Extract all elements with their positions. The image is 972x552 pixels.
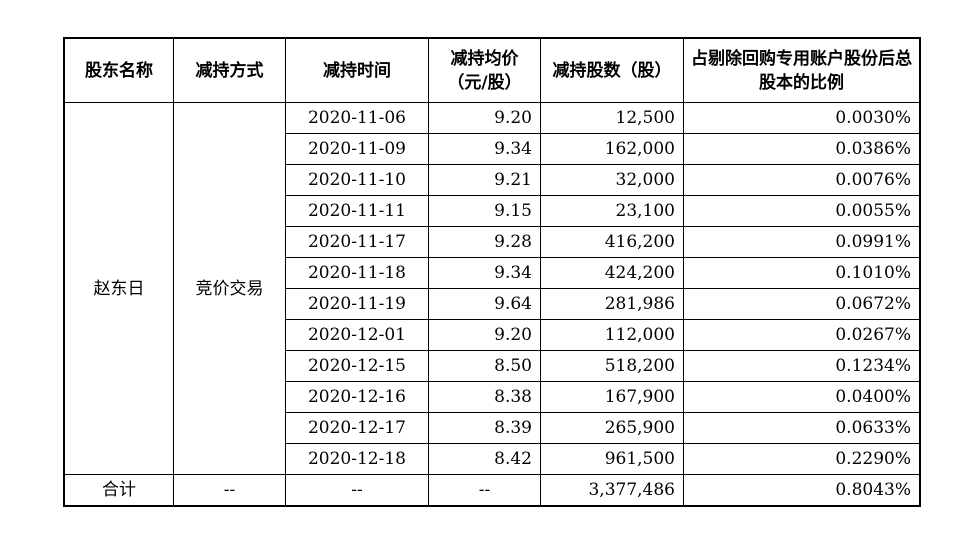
header-shares: 减持股数（股） bbox=[540, 38, 684, 103]
total-date: -- bbox=[285, 474, 429, 506]
table-body: 赵东日 竞价交易 2020-11-06 9.20 12,500 0.0030% … bbox=[64, 102, 920, 506]
date-cell: 2020-11-11 bbox=[285, 195, 429, 227]
table-row: 2020-12-01 9.20 112,000 0.0267% bbox=[65, 319, 920, 351]
ratio-cell: 0.0400% bbox=[683, 381, 920, 413]
date-cell: 2020-11-17 bbox=[285, 226, 429, 258]
date-cell: 2020-12-18 bbox=[285, 443, 429, 475]
price-cell: 8.50 bbox=[428, 350, 541, 382]
price-cell: 8.39 bbox=[428, 412, 541, 444]
table-row: 2020-11-09 9.34 162,000 0.0386% bbox=[65, 133, 920, 165]
total-method: -- bbox=[173, 474, 286, 506]
date-cell: 2020-11-06 bbox=[285, 102, 429, 134]
shares-cell: 112,000 bbox=[540, 319, 684, 351]
ratio-cell: 0.2290% bbox=[683, 443, 920, 475]
shares-cell: 23,100 bbox=[540, 195, 684, 227]
total-label: 合计 bbox=[64, 474, 174, 506]
share-reduction-table: 股东名称 减持方式 减持时间 减持均价（元/股） 减持股数（股） 占剔除回购专用… bbox=[63, 37, 921, 507]
total-row: 合计 -- -- -- 3,377,486 0.8043% bbox=[64, 474, 920, 506]
price-cell: 9.34 bbox=[428, 257, 541, 289]
table-row: 2020-12-18 8.42 961,500 0.2290% bbox=[65, 443, 920, 475]
price-cell: 9.28 bbox=[428, 226, 541, 258]
ratio-cell: 0.0386% bbox=[683, 133, 920, 165]
total-price: -- bbox=[428, 474, 541, 506]
table-row: 2020-11-10 9.21 32,000 0.0076% bbox=[65, 164, 920, 196]
ratio-cell: 0.0030% bbox=[683, 102, 920, 134]
price-cell: 9.20 bbox=[428, 319, 541, 351]
price-cell: 9.15 bbox=[428, 195, 541, 227]
holder-name-cell: 赵东日 bbox=[64, 102, 174, 475]
ratio-cell: 0.0633% bbox=[683, 412, 920, 444]
total-ratio: 0.8043% bbox=[683, 474, 920, 506]
shares-cell: 265,900 bbox=[540, 412, 684, 444]
date-cell: 2020-11-09 bbox=[285, 133, 429, 165]
ratio-cell: 0.1234% bbox=[683, 350, 920, 382]
header-method: 减持方式 bbox=[173, 38, 286, 103]
total-shares: 3,377,486 bbox=[540, 474, 684, 506]
table-row: 赵东日 竞价交易 2020-11-06 9.20 12,500 0.0030% bbox=[64, 102, 920, 475]
price-cell: 8.42 bbox=[428, 443, 541, 475]
price-cell: 9.21 bbox=[428, 164, 541, 196]
ratio-cell: 0.0991% bbox=[683, 226, 920, 258]
header-row: 股东名称 减持方式 减持时间 减持均价（元/股） 减持股数（股） 占剔除回购专用… bbox=[64, 38, 920, 103]
shares-cell: 518,200 bbox=[540, 350, 684, 382]
shares-cell: 167,900 bbox=[540, 381, 684, 413]
shares-cell: 281,986 bbox=[540, 288, 684, 320]
ratio-cell: 0.0267% bbox=[683, 319, 920, 351]
table-row: 2020-11-17 9.28 416,200 0.0991% bbox=[65, 226, 920, 258]
shares-cell: 416,200 bbox=[540, 226, 684, 258]
shares-cell: 424,200 bbox=[540, 257, 684, 289]
shares-cell: 12,500 bbox=[540, 102, 684, 134]
table-row: 2020-11-18 9.34 424,200 0.1010% bbox=[65, 257, 920, 289]
shares-cell: 961,500 bbox=[540, 443, 684, 475]
header-date: 减持时间 bbox=[285, 38, 429, 103]
ratio-cell: 0.0055% bbox=[683, 195, 920, 227]
date-cell: 2020-12-17 bbox=[285, 412, 429, 444]
table-row: 2020-11-19 9.64 281,986 0.0672% bbox=[65, 288, 920, 320]
header-avg-price: 减持均价（元/股） bbox=[428, 38, 541, 103]
price-cell: 9.20 bbox=[428, 102, 541, 134]
shares-cell: 162,000 bbox=[540, 133, 684, 165]
ratio-cell: 0.1010% bbox=[683, 257, 920, 289]
date-cell: 2020-11-10 bbox=[285, 164, 429, 196]
header-ratio: 占剔除回购专用账户股份后总股本的比例 bbox=[683, 38, 920, 103]
price-cell: 9.64 bbox=[428, 288, 541, 320]
date-cell: 2020-12-01 bbox=[285, 319, 429, 351]
date-cell: 2020-11-18 bbox=[285, 257, 429, 289]
header-holder-name: 股东名称 bbox=[64, 38, 174, 103]
table-row: 2020-12-15 8.50 518,200 0.1234% bbox=[65, 350, 920, 382]
ratio-cell: 0.0076% bbox=[683, 164, 920, 196]
date-cell: 2020-12-16 bbox=[285, 381, 429, 413]
method-cell: 竞价交易 bbox=[173, 102, 286, 475]
price-cell: 8.38 bbox=[428, 381, 541, 413]
table-row: 2020-11-11 9.15 23,100 0.0055% bbox=[65, 195, 920, 227]
date-cell: 2020-11-19 bbox=[285, 288, 429, 320]
ratio-cell: 0.0672% bbox=[683, 288, 920, 320]
price-cell: 9.34 bbox=[428, 133, 541, 165]
date-cell: 2020-12-15 bbox=[285, 350, 429, 382]
shares-cell: 32,000 bbox=[540, 164, 684, 196]
